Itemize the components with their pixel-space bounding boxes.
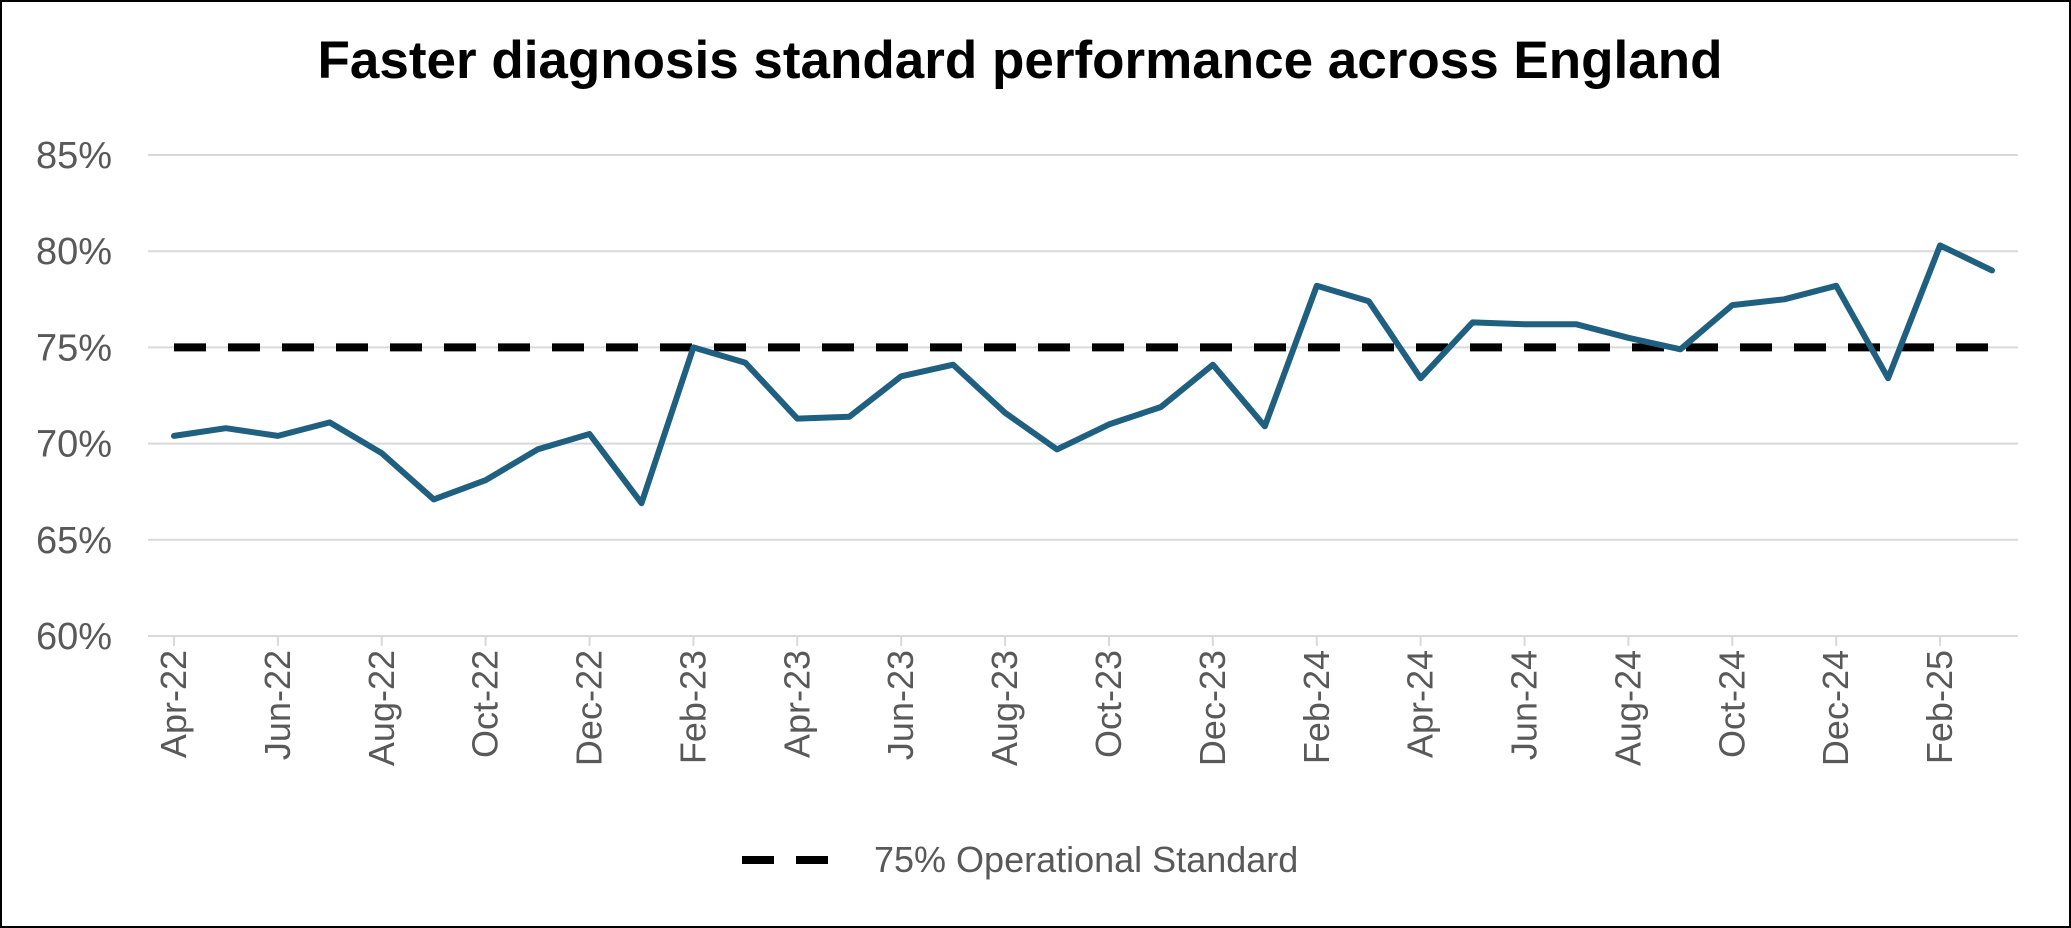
- data-point: [898, 373, 904, 379]
- data-point: [638, 500, 644, 506]
- data-point: [327, 419, 333, 425]
- x-tick-label: Apr-23: [776, 650, 817, 758]
- data-point: [1833, 283, 1839, 289]
- data-point: [1573, 321, 1579, 327]
- y-tick-label: 75%: [36, 327, 112, 369]
- x-tick-label: Feb-23: [672, 650, 713, 764]
- x-tick-label: Apr-22: [153, 650, 194, 758]
- x-tick-label: Jun-23: [880, 650, 921, 760]
- x-tick-label: Dec-22: [569, 650, 610, 766]
- data-point: [1625, 335, 1631, 341]
- data-point: [275, 433, 281, 439]
- x-tick-label: Oct-22: [465, 650, 506, 758]
- data-point: [1158, 404, 1164, 410]
- x-tick-label: Dec-23: [1192, 650, 1233, 766]
- x-tick-label: Feb-25: [1919, 650, 1960, 764]
- y-tick-label: 60%: [36, 616, 112, 658]
- data-point: [1418, 375, 1424, 381]
- data-point: [431, 496, 437, 502]
- data-point: [171, 433, 177, 439]
- data-point: [379, 450, 385, 456]
- series-lines: [171, 242, 1995, 507]
- y-tick-label: 70%: [36, 424, 112, 466]
- y-tick-label: 80%: [36, 231, 112, 273]
- fds-performance-line: [171, 242, 1995, 507]
- x-tick-label: Jun-22: [257, 650, 298, 760]
- data-point: [794, 416, 800, 422]
- data-point: [1210, 362, 1216, 368]
- data-point: [223, 425, 229, 431]
- x-tick-label: Aug-24: [1607, 650, 1648, 766]
- data-point: [1470, 319, 1476, 325]
- x-axis-tick-marks: [172, 636, 1942, 646]
- data-point: [1989, 267, 1995, 273]
- x-tick-label: Dec-24: [1815, 650, 1856, 766]
- data-point: [587, 431, 593, 437]
- data-points: [171, 242, 1995, 506]
- data-point: [846, 414, 852, 420]
- data-point: [1677, 346, 1683, 352]
- y-axis-tick-labels: 60% 65% 70% 75% 80% 85%: [36, 135, 112, 658]
- x-tick-label: Feb-24: [1296, 650, 1337, 764]
- data-point: [1885, 375, 1891, 381]
- x-axis-tick-labels: Apr-22 Jun-22 Aug-22 Oct-22 Dec-22 Feb-23 Apr-…: [153, 650, 1960, 766]
- data-point: [742, 360, 748, 366]
- data-point: [1262, 423, 1268, 429]
- data-point: [1729, 302, 1735, 308]
- data-point: [483, 477, 489, 483]
- x-tick-label: Oct-23: [1088, 650, 1129, 758]
- x-tick-label: Apr-24: [1400, 650, 1441, 758]
- data-point: [1054, 446, 1060, 452]
- x-tick-label: Aug-23: [984, 650, 1025, 766]
- y-tick-label: 65%: [36, 520, 112, 562]
- data-point: [690, 344, 696, 350]
- data-point: [1937, 242, 1943, 248]
- x-tick-label: Jun-24: [1504, 650, 1545, 760]
- legend-label: 75% Operational Standard: [874, 839, 1298, 880]
- data-point: [950, 362, 956, 368]
- data-point: [1522, 321, 1528, 327]
- data-point: [1106, 421, 1112, 427]
- data-point: [1002, 410, 1008, 416]
- data-point: [1314, 283, 1320, 289]
- data-point: [1781, 296, 1787, 302]
- gridlines: [148, 154, 2018, 637]
- y-tick-label: 85%: [36, 135, 112, 177]
- x-tick-label: Oct-24: [1711, 650, 1752, 758]
- data-point: [1366, 298, 1372, 304]
- chart-title: Faster diagnosis standard performance ac…: [317, 31, 1723, 90]
- x-tick-label: Aug-22: [361, 650, 402, 766]
- data-point: [535, 446, 541, 452]
- legend: 75% Operational Standard: [742, 839, 1298, 880]
